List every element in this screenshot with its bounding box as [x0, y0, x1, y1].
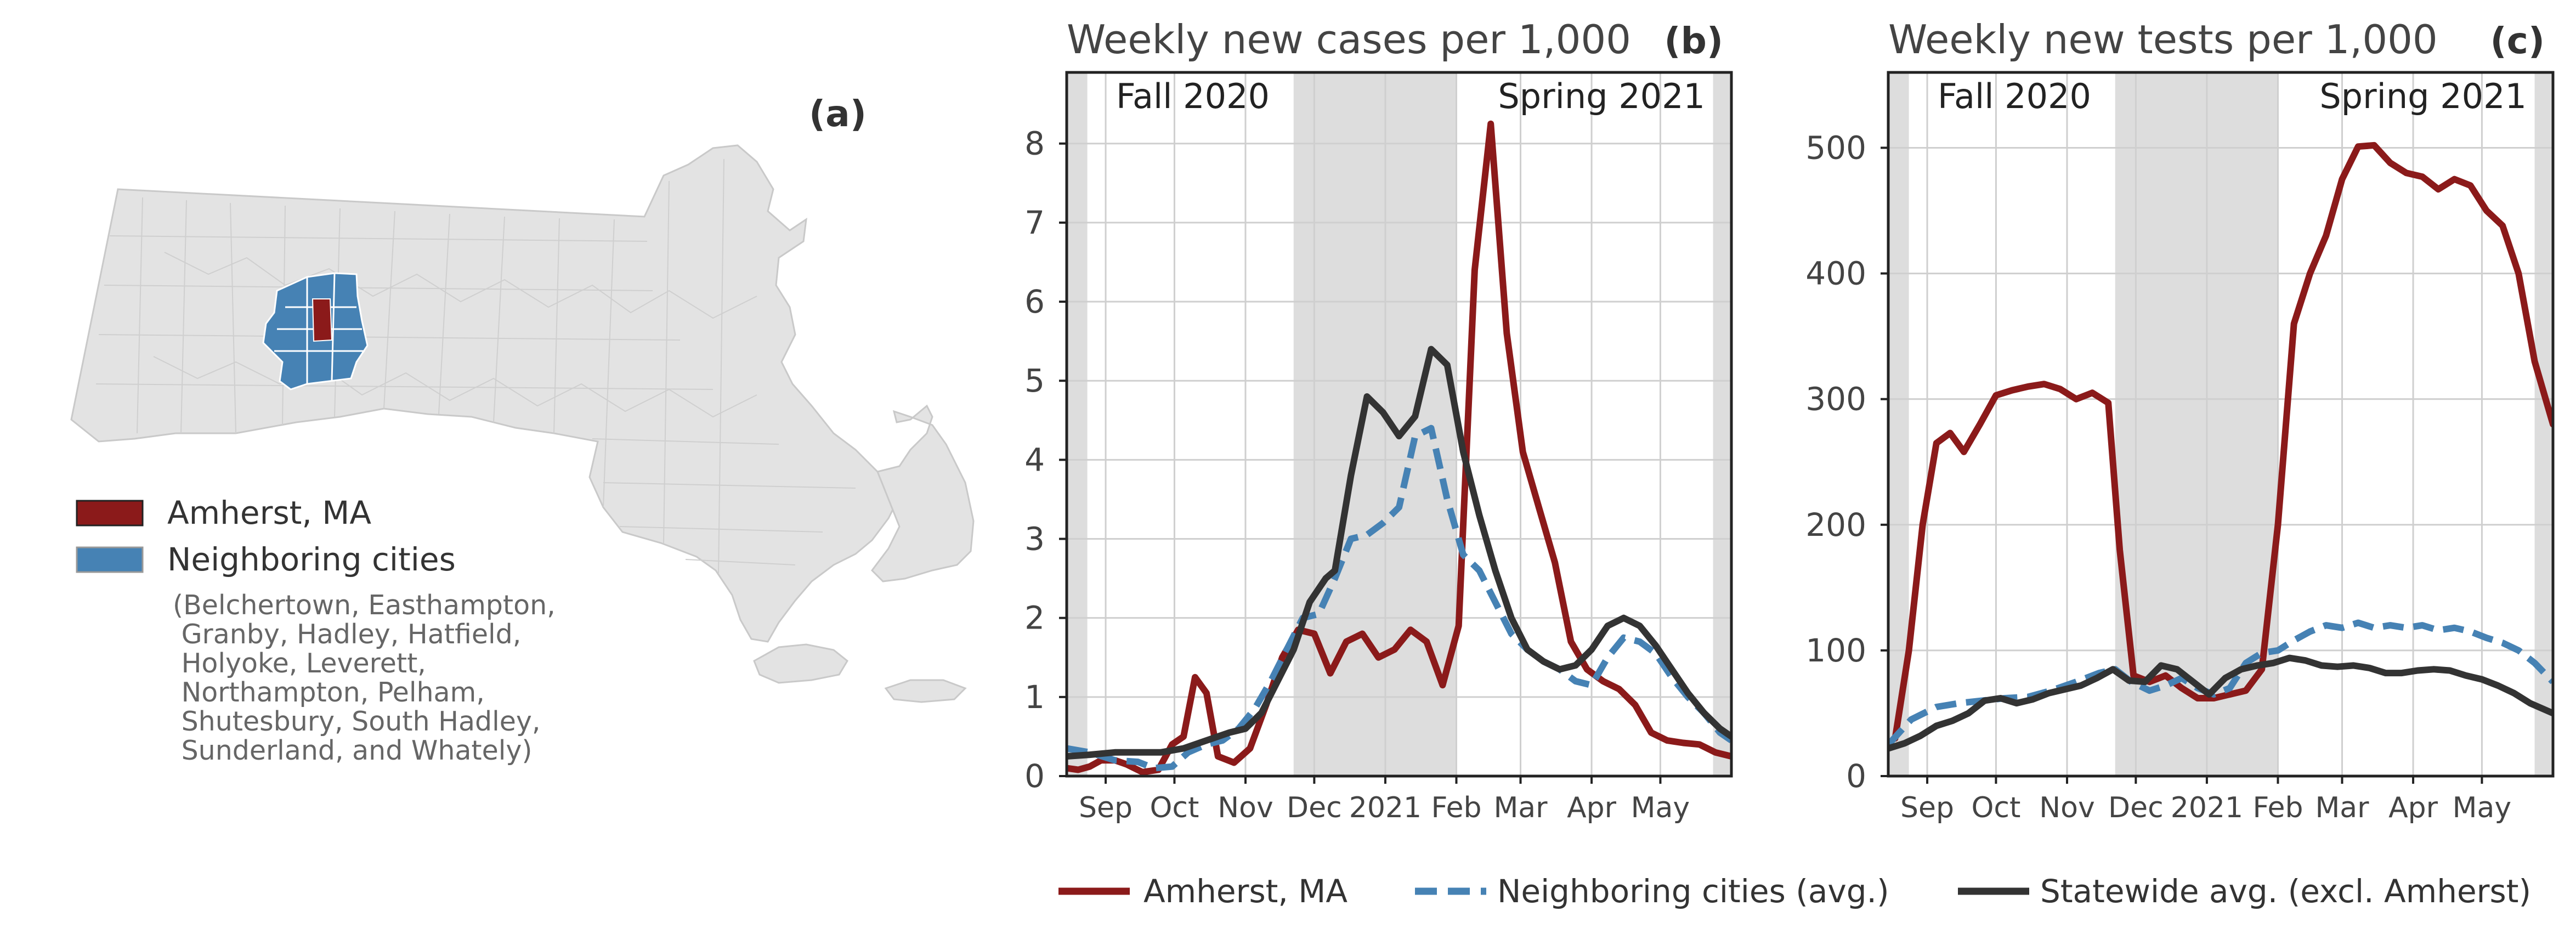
chart-panel-c: Sep Oct Nov Dec 2021 Feb Mar Apr May 0 100 200 300 40…	[1805, 16, 2555, 824]
series-line-c-amherst	[1892, 142, 2553, 742]
chart-b-title: Weekly new cases per 1,000	[1067, 16, 1631, 63]
x-tick-label-c-0: Sep	[1900, 791, 1954, 824]
y-tick-label-c-2: 200	[1805, 506, 1866, 544]
x-tick-label-b-4: 2021	[1349, 791, 1422, 824]
y-tick-label-b-0: 0	[1024, 757, 1045, 795]
y-tick-label-b-7: 7	[1024, 204, 1045, 241]
chart-b-panel-label: (b)	[1664, 20, 1723, 62]
series-line-b-amherst	[1067, 120, 1731, 776]
y-tick-label-b-8: 8	[1024, 125, 1045, 162]
x-tick-label-c-6: Mar	[2315, 791, 2369, 824]
chart-c-panel-label: (c)	[2490, 20, 2545, 62]
panel-a-label: (a)	[809, 93, 867, 135]
x-tick-label-b-5: Feb	[1431, 791, 1481, 824]
x-tick-label-c-5: Feb	[2252, 791, 2303, 824]
x-tick-label-c-8: May	[2453, 791, 2512, 824]
marthas-vineyard	[753, 643, 848, 684]
neighbors-note-line-3: Holyoke, Leverett,	[173, 648, 426, 679]
neighbors-note-line-2: Granby, Hadley, Hatfield,	[173, 619, 521, 650]
x-tick-label-b-1: Oct	[1150, 791, 1199, 824]
x-tick-label-c-7: Apr	[2388, 791, 2438, 824]
map-legend: Amherst, MA Neighboring cities (Belchert…	[76, 494, 556, 766]
y-tick-label-c-4: 400	[1805, 255, 1866, 292]
legend-label-amherst: Amherst, MA	[1143, 873, 1348, 910]
x-tick-label-c-3: Dec	[2108, 791, 2164, 824]
y-tick-label-b-3: 3	[1024, 520, 1045, 558]
amherst-region	[312, 298, 333, 342]
neighbors-swatch	[76, 546, 144, 573]
bottom-legend: Amherst, MA Neighboring cities (avg.) St…	[1058, 873, 2531, 910]
shaded-period-b-2	[1713, 72, 1731, 776]
neighbors-note-line-4: Northampton, Pelham,	[173, 677, 485, 708]
y-tick-label-b-1: 1	[1024, 678, 1045, 716]
y-tick-label-c-5: 500	[1805, 129, 1866, 166]
x-tick-label-b-0: Sep	[1079, 791, 1133, 824]
chart-c-title: Weekly new tests per 1,000	[1888, 16, 2438, 63]
y-tick-label-c-3: 300	[1805, 381, 1866, 418]
x-tick-label-c-1: Oct	[1971, 791, 2020, 824]
shaded-period-b-1	[1293, 72, 1457, 776]
legend-label-statewide: Statewide avg. (excl. Amherst)	[2040, 873, 2531, 910]
legend-neighbors-label: Neighboring cities	[167, 541, 456, 578]
legend-label-neighbors: Neighboring cities (avg.)	[1497, 873, 1889, 910]
plot-frame-b	[1065, 71, 1733, 778]
neighbors-note-line-1: (Belchertown, Easthampton,	[173, 590, 556, 621]
legend-amherst-label: Amherst, MA	[167, 494, 371, 531]
chart-c-spring-label: Spring 2021	[2319, 76, 2527, 116]
chart-b-fall-label: Fall 2020	[1116, 76, 1270, 116]
chart-panel-b: Sep Oct Nov Dec 2021 Feb Mar Apr May 0 1 2 3 4 5 6 7 8 We…	[1024, 16, 1733, 824]
y-tick-label-b-5: 5	[1024, 362, 1045, 399]
x-tick-label-c-2: Nov	[2039, 791, 2095, 824]
x-tick-label-b-6: Mar	[1493, 791, 1548, 824]
plot-frame-c	[1887, 71, 2555, 778]
series-line-b-neighbors	[1067, 425, 1731, 772]
x-tick-label-b-2: Nov	[1218, 791, 1273, 824]
nantucket	[884, 679, 967, 703]
neighbors-note-line-5: Shutesbury, South Hadley,	[173, 706, 540, 737]
y-tick-label-b-2: 2	[1024, 599, 1045, 637]
x-tick-label-c-4: 2021	[2171, 791, 2243, 824]
x-tick-label-b-7: Apr	[1567, 791, 1617, 824]
chart-c-fall-label: Fall 2020	[1938, 76, 2091, 116]
y-tick-label-c-0: 0	[1846, 757, 1866, 795]
series-line-c-statewide	[1888, 654, 2553, 752]
y-tick-label-b-4: 4	[1024, 441, 1045, 478]
neighbors-note-line-6: Sunderland, and Whately)	[173, 735, 533, 766]
series-line-c-neighbors	[1888, 619, 2553, 747]
shaded-period-c-1	[2115, 72, 2278, 776]
x-tick-label-b-3: Dec	[1287, 791, 1342, 824]
y-tick-label-c-1: 100	[1805, 632, 1866, 669]
panel-a-map	[70, 144, 975, 703]
series-line-b-statewide	[1067, 346, 1731, 760]
y-tick-label-b-6: 6	[1024, 283, 1045, 320]
amherst-swatch	[76, 500, 144, 527]
shaded-period-b-0	[1067, 72, 1088, 776]
x-tick-label-b-8: May	[1631, 791, 1690, 824]
massachusetts-map	[70, 144, 901, 643]
chart-b-spring-label: Spring 2021	[1498, 76, 1705, 116]
cape-cod	[871, 404, 975, 582]
